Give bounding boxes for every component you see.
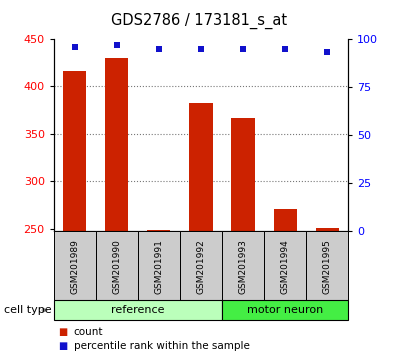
Text: GSM201993: GSM201993	[238, 239, 248, 294]
Bar	[138, 231, 180, 300]
Text: count: count	[74, 327, 103, 337]
Text: GSM201991: GSM201991	[154, 239, 164, 294]
Bar	[54, 300, 222, 320]
Bar	[273, 209, 297, 231]
Bar	[306, 231, 348, 300]
Bar	[180, 231, 222, 300]
Bar	[63, 71, 86, 231]
Text: GSM201990: GSM201990	[112, 239, 121, 294]
Bar	[222, 300, 348, 320]
Bar	[232, 118, 255, 231]
Bar	[105, 58, 129, 231]
Text: ■: ■	[58, 341, 67, 351]
Bar	[189, 103, 213, 231]
Bar	[96, 231, 138, 300]
Text: GSM201994: GSM201994	[281, 239, 290, 294]
Bar	[222, 231, 264, 300]
Text: ■: ■	[58, 327, 67, 337]
Bar	[147, 230, 170, 231]
Text: GSM201992: GSM201992	[197, 239, 205, 294]
Bar	[264, 231, 306, 300]
Text: motor neuron: motor neuron	[247, 305, 323, 315]
Bar	[54, 231, 96, 300]
Text: reference: reference	[111, 305, 165, 315]
Text: GSM201989: GSM201989	[70, 239, 79, 294]
Text: GSM201995: GSM201995	[323, 239, 332, 294]
Text: percentile rank within the sample: percentile rank within the sample	[74, 341, 250, 351]
Text: GDS2786 / 173181_s_at: GDS2786 / 173181_s_at	[111, 12, 287, 29]
Bar	[316, 228, 339, 231]
Text: cell type: cell type	[4, 305, 52, 315]
